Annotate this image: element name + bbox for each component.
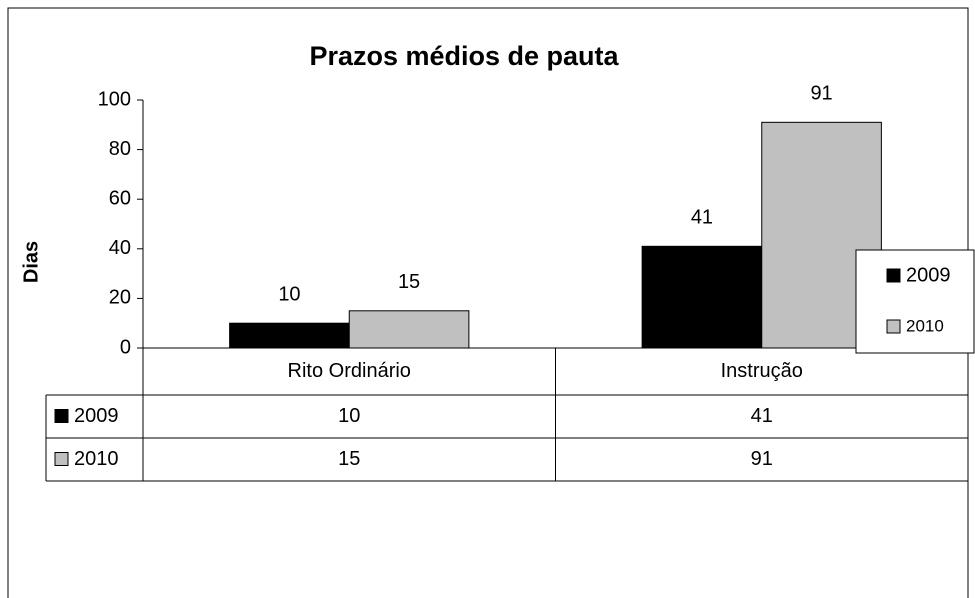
bar	[229, 322, 350, 349]
table-legend-key	[54, 452, 69, 466]
legend-label: 2010	[906, 316, 944, 335]
table-cell: 41	[751, 405, 773, 427]
table-cell: 10	[338, 405, 360, 427]
y-tick-label: 0	[120, 336, 131, 358]
legend-key	[886, 268, 901, 283]
bar	[641, 245, 763, 349]
table-row-label: 2009	[74, 405, 119, 427]
value-label: 15	[398, 271, 420, 293]
y-axis-title: Dias	[20, 241, 42, 283]
table-legend-key	[54, 409, 69, 423]
y-tick-label: 80	[109, 138, 131, 160]
y-tick-label: 40	[109, 237, 131, 259]
legend-box	[855, 249, 975, 354]
y-tick-label: 20	[109, 287, 131, 309]
chart-title: Prazos médios de pauta	[309, 41, 619, 71]
x-tick-label: Rito Ordinário	[288, 360, 411, 382]
value-label: 10	[278, 283, 300, 305]
value-label: 91	[810, 83, 832, 105]
value-label: 41	[691, 207, 713, 229]
bar	[348, 310, 470, 349]
legend-key	[886, 319, 901, 334]
legend-label: 2009	[906, 264, 951, 286]
table-row-label: 2010	[74, 448, 119, 470]
table-cell: 91	[751, 448, 773, 470]
table-cell: 15	[338, 448, 360, 470]
y-tick-label: 60	[109, 187, 131, 209]
x-tick-label: Instrução	[721, 360, 803, 382]
y-tick-label: 100	[98, 88, 131, 110]
